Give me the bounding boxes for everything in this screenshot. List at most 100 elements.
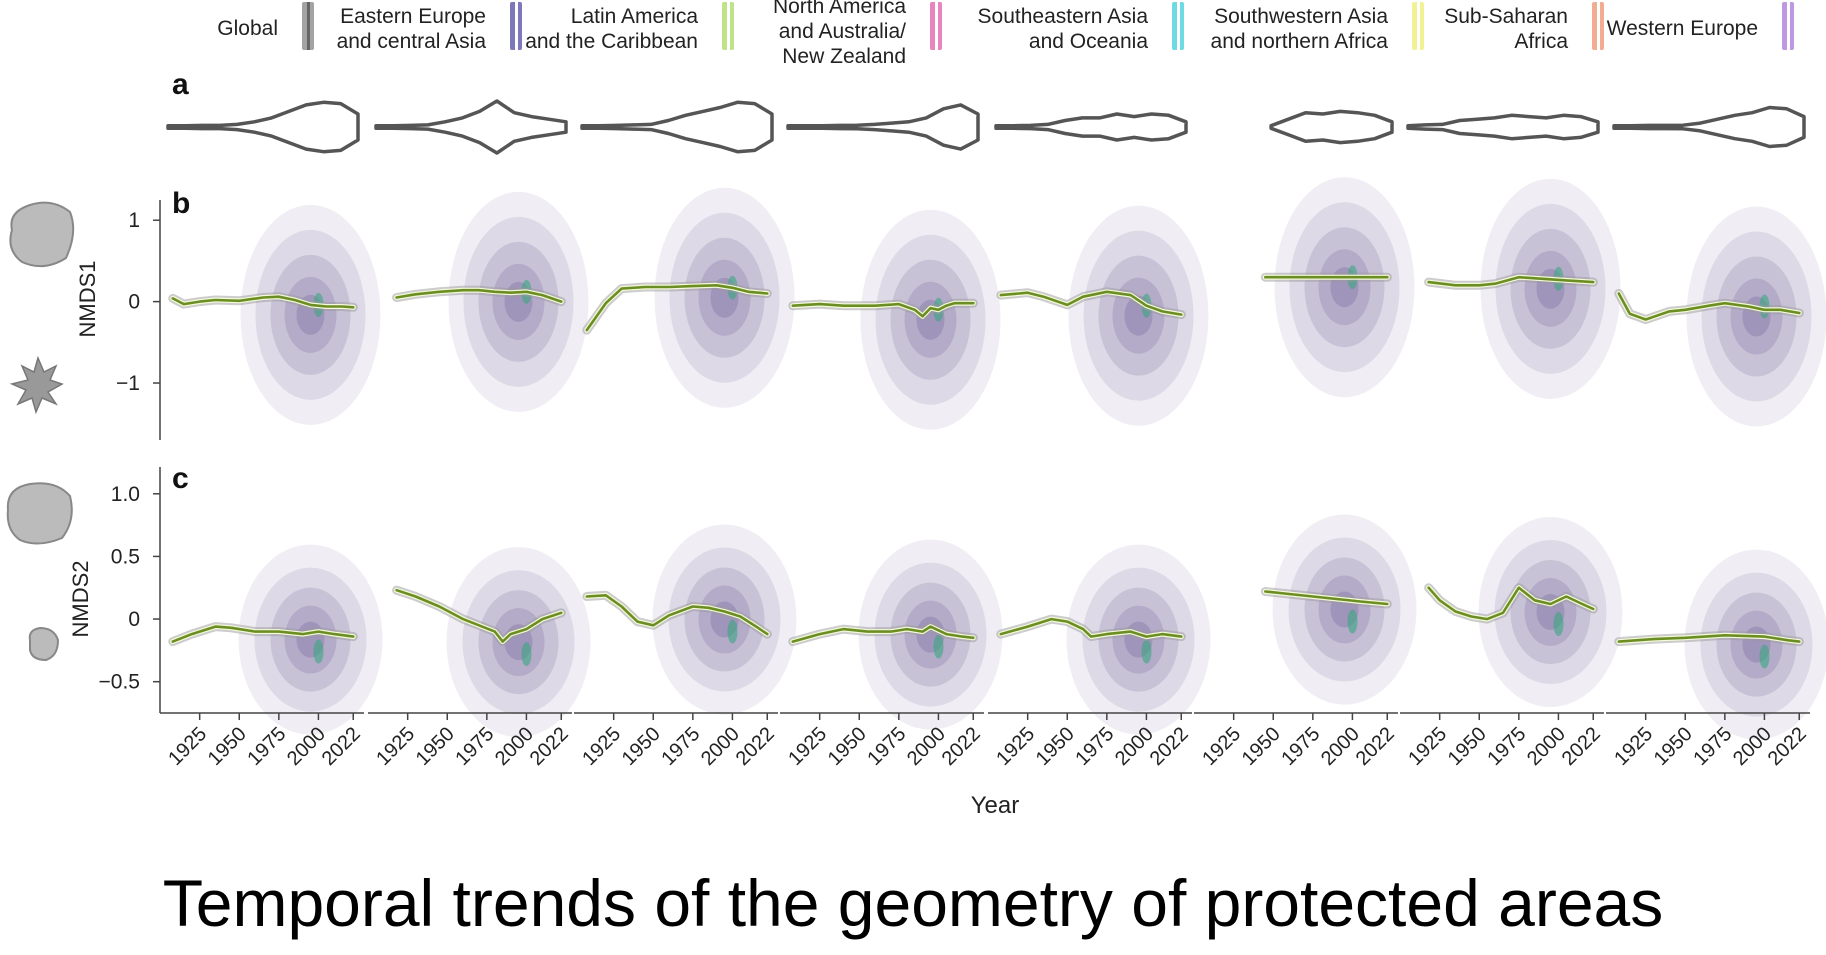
legend-swatch bbox=[510, 2, 522, 50]
nmds2-trend-line bbox=[1617, 634, 1801, 643]
density-contour bbox=[1274, 177, 1415, 398]
x-tick-label: 2022 bbox=[1558, 723, 1605, 770]
x-axis-label: Year bbox=[971, 792, 1020, 819]
density-contour bbox=[1112, 605, 1165, 674]
violin-shape bbox=[1269, 109, 1394, 145]
x-tick-label: 1975 bbox=[1483, 723, 1530, 770]
nmds1-trend-line bbox=[171, 295, 355, 309]
density-contour bbox=[446, 547, 591, 738]
large-shape-icon bbox=[6, 482, 73, 545]
x-tick-label: 1925 bbox=[1404, 723, 1451, 770]
density-contour bbox=[284, 276, 337, 353]
density-contour bbox=[890, 582, 971, 687]
x-tick-label: 1925 bbox=[578, 723, 625, 770]
violin-shape bbox=[1406, 113, 1600, 141]
compact-shape-icon bbox=[9, 201, 75, 268]
y-tick-label: 0.5 bbox=[111, 545, 140, 568]
complex-shape-icon bbox=[9, 355, 64, 415]
legend-entry: Southwestern Asia and northern Africa bbox=[1211, 4, 1388, 54]
legend-label: Southeastern Asia and Oceania bbox=[977, 5, 1148, 53]
density-contour bbox=[270, 587, 351, 692]
density-contour bbox=[1686, 206, 1826, 427]
density-contour bbox=[463, 216, 574, 387]
x-tick-label: 2022 bbox=[938, 723, 985, 770]
legend-entry: Sub-Saharan Africa bbox=[1444, 4, 1568, 54]
density-contour bbox=[238, 544, 383, 735]
violin-shape bbox=[374, 99, 568, 155]
legend-swatch bbox=[1782, 2, 1794, 50]
y-tick-label: 1 bbox=[128, 209, 140, 232]
density-peak bbox=[521, 642, 532, 667]
nmds2-trend-line bbox=[171, 625, 355, 643]
nmds1-trend-line bbox=[1427, 275, 1595, 287]
legend-label: Global bbox=[217, 17, 278, 40]
x-tick-label: 1950 bbox=[204, 723, 251, 770]
density-contour bbox=[1495, 203, 1606, 374]
y-tick-label: 0 bbox=[128, 291, 140, 314]
density-contour bbox=[698, 585, 751, 654]
density-contour bbox=[874, 562, 987, 707]
x-tick-label: 1950 bbox=[1238, 723, 1285, 770]
nmds1-trend-line bbox=[585, 284, 769, 332]
density-contour bbox=[270, 254, 351, 375]
nmds2-trend-line bbox=[585, 594, 769, 636]
density-contour bbox=[858, 539, 1003, 730]
legend-entry: North America and Australia/ New Zealand bbox=[773, 0, 906, 69]
nmds2-trend-line bbox=[1264, 590, 1389, 606]
density-contour bbox=[1480, 178, 1621, 399]
density-contour bbox=[1318, 249, 1371, 326]
density-contour bbox=[1318, 575, 1371, 644]
violin-shape bbox=[1612, 105, 1806, 149]
x-tick-label: 1925 bbox=[784, 723, 831, 770]
nmds1-trend-line bbox=[999, 290, 1183, 316]
density-peak bbox=[1553, 612, 1564, 637]
legend-label: Latin America and the Caribbean bbox=[525, 5, 698, 53]
density-contour bbox=[669, 212, 780, 383]
density-contour bbox=[1288, 537, 1401, 682]
small-shape-icon bbox=[28, 626, 60, 662]
density-peak bbox=[1141, 639, 1152, 664]
density-contour bbox=[1730, 610, 1783, 679]
density-contour bbox=[654, 187, 795, 408]
legend-swatch bbox=[1412, 2, 1424, 50]
density-contour bbox=[1701, 231, 1812, 402]
density-contour bbox=[860, 209, 1001, 430]
x-tick-label: 2000 bbox=[903, 723, 950, 770]
legend-swatch bbox=[722, 2, 734, 50]
density-contour bbox=[1066, 544, 1211, 735]
x-tick-label: 2000 bbox=[1523, 723, 1570, 770]
density-contour bbox=[478, 241, 559, 362]
x-tick-label: 1950 bbox=[824, 723, 871, 770]
density-contour bbox=[904, 600, 957, 669]
density-contour bbox=[1716, 256, 1797, 377]
nmds1-trend-line bbox=[1617, 292, 1801, 321]
density-contour bbox=[462, 570, 575, 715]
y-tick-label: −1 bbox=[116, 372, 140, 395]
legend-label: Western Europe bbox=[1606, 17, 1758, 40]
x-tick-label: 1975 bbox=[1071, 723, 1118, 770]
nmds2-trend-line bbox=[1427, 586, 1595, 621]
x-tick-label: 1975 bbox=[863, 723, 910, 770]
nmds1-trend-line bbox=[791, 301, 975, 318]
density-contour bbox=[1083, 230, 1194, 401]
figure: abc10−11.00.50−0.5NMDS1NMDS2192519501975… bbox=[6, 68, 1826, 819]
x-tick-label: 1925 bbox=[164, 723, 211, 770]
nmds1-trend-line bbox=[395, 288, 563, 303]
y-tick-label: 1.0 bbox=[111, 483, 140, 506]
density-contour bbox=[1272, 514, 1417, 705]
x-tick-label: 2000 bbox=[1317, 723, 1364, 770]
violin-shape bbox=[580, 100, 774, 154]
x-tick-label: 1975 bbox=[1277, 723, 1324, 770]
density-contour bbox=[1524, 250, 1577, 327]
density-contour bbox=[1098, 255, 1179, 376]
legend-entry: Latin America and the Caribbean bbox=[525, 4, 698, 54]
density-contour bbox=[904, 281, 957, 358]
density-contour bbox=[698, 259, 751, 336]
x-tick-label: 1950 bbox=[618, 723, 665, 770]
x-tick-label: 2022 bbox=[1352, 723, 1399, 770]
density-contour bbox=[652, 524, 797, 715]
